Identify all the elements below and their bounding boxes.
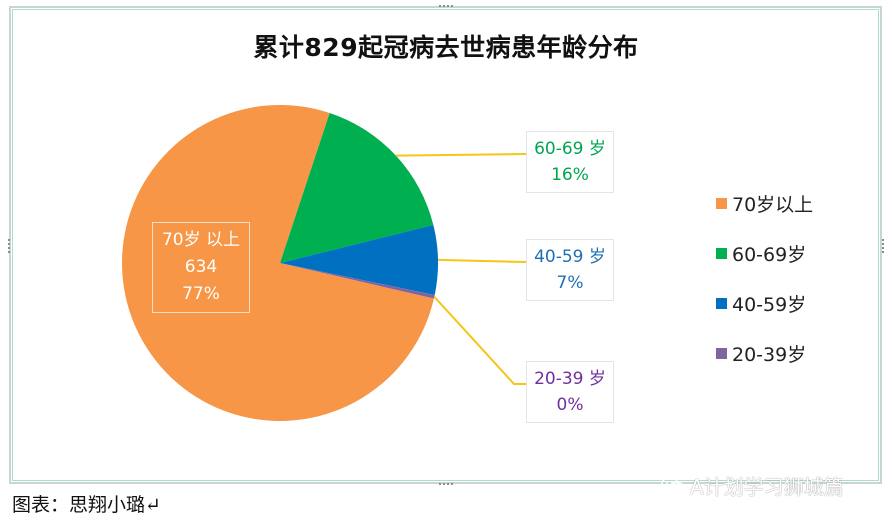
legend-label: 70岁以上	[732, 193, 814, 216]
data-label-40-59: 40-59 岁 7%	[526, 239, 614, 301]
wechat-icon	[661, 476, 685, 494]
watermark: A计划学习狮城篇	[660, 471, 844, 500]
legend-swatch-icon	[716, 197, 727, 209]
pie-slice-2[interactable]	[280, 224, 438, 296]
data-label-60-69: 60-69 岁 16%	[526, 131, 614, 193]
pie-slice-1[interactable]	[280, 113, 434, 263]
data-label-percent: 0%	[556, 395, 584, 415]
data-label-category: 20-39 岁	[534, 369, 606, 389]
data-label-category: 40-59 岁	[534, 247, 606, 267]
legend-item-70-plus[interactable]: 70岁以上	[716, 178, 813, 228]
chart-frame-outer	[9, 6, 882, 484]
chart-title: 累计829起冠病去世病患年龄分布	[253, 33, 639, 62]
pie-slice-0[interactable]	[122, 104, 434, 421]
pie-slice-3[interactable]	[280, 263, 435, 299]
legend-label: 60-69岁	[732, 243, 807, 266]
legend-label: 40-59岁	[732, 293, 807, 316]
pie-slices	[122, 104, 438, 421]
data-label-percent: 16%	[551, 165, 589, 185]
legend-swatch-icon	[716, 347, 727, 359]
legend-label: 20-39岁	[732, 343, 807, 366]
legend-item-20-39[interactable]: 20-39岁	[716, 328, 813, 378]
data-label-percent: 77%	[182, 284, 220, 304]
legend-swatch-icon	[716, 297, 727, 309]
data-label-category: 70岁 以上	[161, 230, 241, 250]
chart-legend: 70岁以上 60-69岁 40-59岁 20-39岁	[716, 178, 813, 378]
leader-lines	[395, 153, 527, 385]
legend-item-40-59[interactable]: 40-59岁	[716, 278, 813, 328]
data-label-20-39: 20-39 岁 0%	[526, 361, 614, 423]
data-label-70-plus: 70岁 以上 634 77%	[152, 222, 250, 313]
legend-swatch-icon	[716, 247, 727, 259]
watermark-text: A计划学习狮城篇	[690, 475, 844, 499]
legend-item-60-69[interactable]: 60-69岁	[716, 228, 813, 278]
data-label-percent: 7%	[556, 273, 584, 293]
figure-caption: 图表：思翔小璐↵	[12, 494, 161, 516]
data-label-value: 634	[184, 257, 218, 277]
data-label-category: 60-69 岁	[534, 139, 606, 159]
